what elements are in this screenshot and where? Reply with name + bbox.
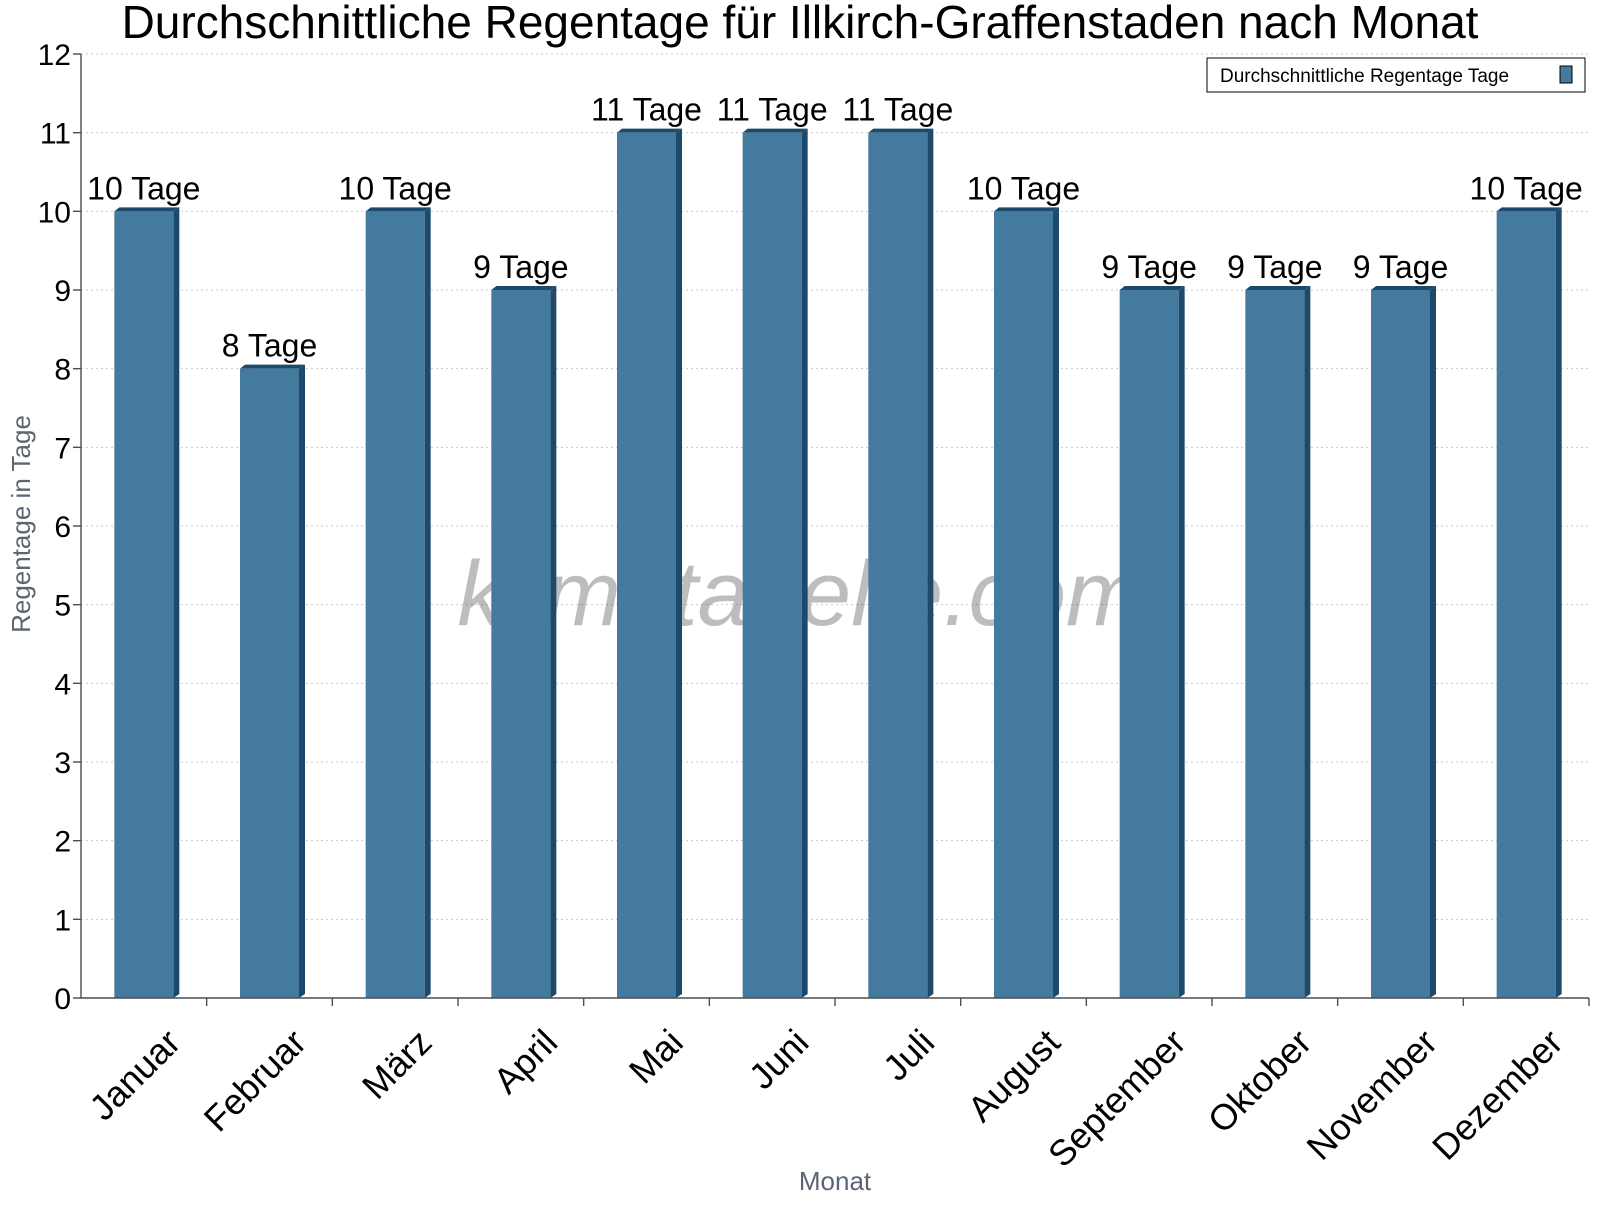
bar-1	[240, 364, 305, 999]
bar-8	[1119, 286, 1185, 998]
bar-top	[1496, 207, 1562, 212]
y-tick-label: 0	[54, 983, 71, 1016]
x-tick-label: Mai	[621, 1021, 691, 1091]
y-tick-label: 11	[40, 118, 71, 151]
bar	[365, 211, 425, 999]
y-tick-label: 2	[54, 826, 71, 859]
legend-box	[1206, 57, 1586, 93]
bar-side	[676, 128, 682, 998]
bar-11	[1496, 207, 1562, 999]
bar	[1496, 211, 1556, 999]
bar	[114, 211, 174, 999]
data-label: 10 Tage	[87, 170, 200, 206]
bar-6	[868, 128, 934, 998]
x-tick-label: Dezember	[1424, 1021, 1570, 1167]
bar-side	[927, 128, 934, 998]
bar-top	[742, 128, 808, 133]
data-labels: 10 Tage 8 Tage 10 Tage 9 Tage 11 Tage 11 Tage…	[87, 92, 1583, 364]
grid-lines	[81, 53, 1589, 920]
bar-2	[365, 207, 431, 999]
bar-10	[1371, 286, 1436, 998]
bar-side	[1178, 286, 1185, 998]
data-label: 8 Tage	[222, 328, 318, 364]
bars-group	[114, 128, 1562, 999]
bar	[1371, 290, 1430, 998]
data-label: 9 Tage	[1227, 249, 1323, 285]
bar-side	[299, 364, 305, 999]
x-tick-label: Januar	[81, 1021, 188, 1128]
x-tick-label: Juni	[741, 1021, 817, 1097]
bar-4	[617, 128, 682, 998]
data-label: 9 Tage	[473, 249, 569, 285]
bar-top	[491, 286, 557, 290]
bar-top	[114, 207, 180, 212]
bar-top	[240, 364, 305, 369]
chart-title: Durchschnittliche Regentage für Illkirch…	[122, 0, 1479, 48]
bar-side	[1430, 286, 1436, 998]
y-tick-label: 8	[54, 354, 71, 387]
y-tick-label: 7	[54, 432, 71, 465]
data-label: 11 Tage	[591, 92, 702, 128]
bar	[742, 132, 802, 998]
bar-side	[173, 207, 180, 999]
data-label: 10 Tage	[339, 170, 452, 206]
bar-top	[994, 207, 1059, 212]
x-tick-label: November	[1298, 1021, 1444, 1167]
bar-side	[1053, 207, 1059, 999]
data-label: 9 Tage	[1101, 249, 1197, 285]
x-tick-label: April	[485, 1021, 565, 1101]
y-tick-label: 9	[54, 275, 71, 308]
bar	[617, 132, 676, 998]
axes	[73, 53, 1590, 1006]
bar	[868, 132, 928, 998]
x-tick-label: September	[1040, 1021, 1194, 1175]
data-label: 11 Tage	[842, 92, 953, 128]
bar-top	[868, 128, 934, 133]
bar-top	[617, 128, 682, 133]
bar-3	[491, 286, 557, 998]
y-tick-label: 10	[38, 196, 71, 229]
bar-0	[114, 207, 180, 999]
bar-9	[1245, 286, 1311, 998]
bar	[994, 211, 1053, 999]
bar	[491, 290, 551, 998]
bar-top	[1245, 286, 1311, 290]
bar-side	[1555, 207, 1562, 999]
y-tick-label: 1	[54, 904, 71, 937]
legend-swatch	[1559, 65, 1573, 84]
bar	[1119, 290, 1179, 998]
legend-label: Durchschnittliche Regentage Tage	[1220, 66, 1509, 87]
x-tick-label: März	[354, 1021, 440, 1107]
x-tick-label: Oktober	[1200, 1021, 1320, 1141]
bar-side	[550, 286, 557, 998]
bar-top	[1371, 286, 1436, 290]
bar	[240, 368, 299, 999]
bar-side	[1304, 286, 1311, 998]
x-axis-title: Monat	[799, 1166, 872, 1196]
x-tick-label: August	[960, 1021, 1068, 1129]
y-axis-title: Regentage in Tage	[6, 415, 36, 633]
bar-top	[1119, 286, 1185, 290]
bar-side	[801, 128, 808, 998]
bar-7	[994, 207, 1059, 999]
data-label: 9 Tage	[1353, 249, 1449, 285]
bar	[1245, 290, 1305, 998]
y-tick-label: 5	[54, 590, 71, 623]
bar-5	[742, 128, 808, 998]
y-tick-label: 3	[54, 747, 71, 780]
bar-side	[424, 207, 431, 999]
y-tick-label: 6	[54, 511, 71, 544]
legend: Durchschnittliche Regentage Tage	[1206, 57, 1586, 93]
y-tick-label: 12	[38, 39, 71, 72]
data-label: 10 Tage	[967, 170, 1080, 206]
data-label: 10 Tage	[1470, 170, 1583, 206]
bar-top	[365, 207, 431, 212]
x-tick-label: Juli	[875, 1021, 942, 1088]
data-label: 11 Tage	[717, 92, 828, 128]
y-tick-label: 4	[54, 668, 71, 701]
x-tick-label: Februar	[196, 1021, 314, 1139]
